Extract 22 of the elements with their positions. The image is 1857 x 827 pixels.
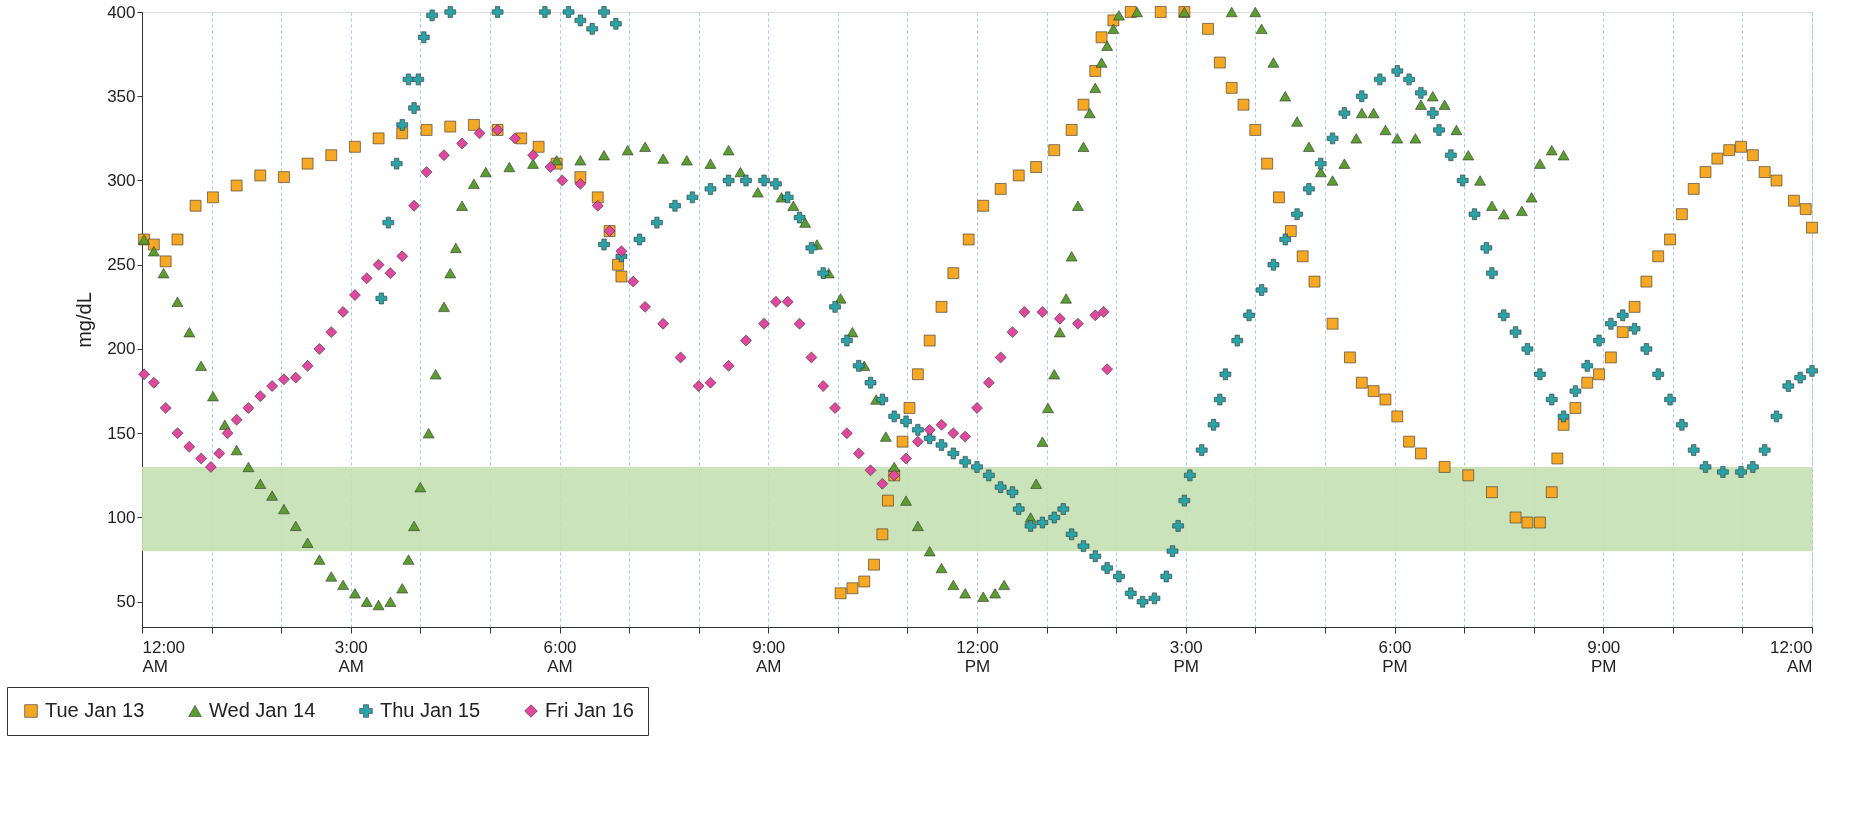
x-tick-label: 6:00 AM (543, 637, 577, 676)
legend-label: Thu Jan 15 (380, 699, 481, 721)
y-tick-label: 300 (107, 170, 136, 190)
x-tick-label: 3:00 PM (1169, 637, 1203, 676)
x-tick-label: 9:00 PM (1587, 637, 1621, 676)
y-tick-label: 250 (107, 255, 136, 275)
legend-label: Wed Jan 14 (209, 699, 316, 721)
y-axis-title: mg/dL (73, 292, 96, 348)
y-tick-label: 150 (107, 423, 136, 443)
legend-label: Fri Jan 16 (545, 699, 634, 721)
x-tick-label: 3:00 AM (334, 637, 368, 676)
x-tick-label: 9:00 AM (752, 637, 786, 676)
y-tick-label: 50 (116, 592, 136, 612)
x-tick-label: 12:00 AM (1769, 637, 1813, 676)
x-tick-label: 6:00 PM (1378, 637, 1412, 676)
y-tick-label: 200 (107, 339, 136, 359)
x-tick-label: 12:00 PM (956, 637, 999, 676)
x-tick-label: 12:00 AM (142, 637, 186, 676)
legend-label: Tue Jan 13 (45, 699, 145, 721)
y-tick-label: 100 (107, 507, 136, 527)
y-tick-label: 400 (107, 2, 136, 22)
y-tick-label: 350 (107, 86, 136, 106)
